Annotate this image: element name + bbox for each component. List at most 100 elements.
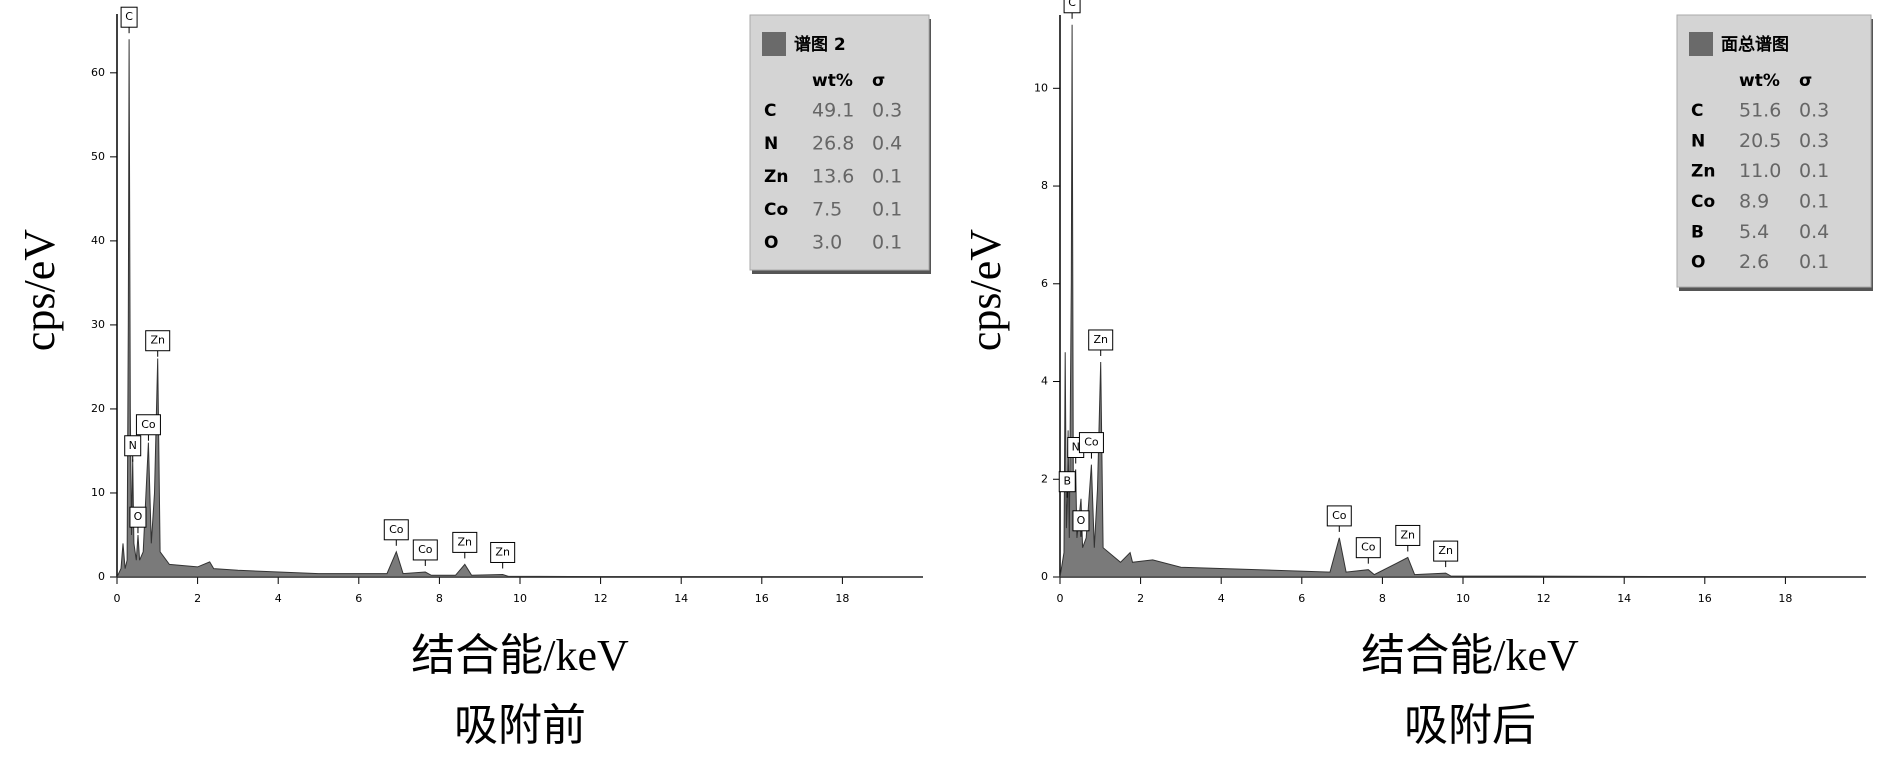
table-cell: 0.1: [872, 166, 902, 188]
x-tick-label: 12: [594, 592, 608, 605]
x-tick-label: 6: [1298, 592, 1305, 605]
legend-title: 面总谱图: [1721, 34, 1789, 55]
element-label: B: [1691, 222, 1704, 242]
table-cell: 5.4: [1739, 221, 1769, 243]
x-tick-label: 18: [835, 592, 849, 605]
peak-label: N: [1072, 440, 1080, 453]
x-tick-label: 10: [1456, 592, 1470, 605]
table-cell: 20.5: [1739, 130, 1781, 152]
x-tick-label: 4: [1218, 592, 1225, 605]
x-tick-label: 16: [755, 592, 769, 605]
peak-label-box: [1063, 0, 1081, 14]
element-label: O: [764, 233, 778, 253]
legend-title: 谱图 2: [794, 34, 846, 55]
peak-label: Zn: [1401, 528, 1416, 541]
table-cell: 0.1: [872, 232, 902, 254]
y-tick-label: 20: [91, 402, 105, 415]
x-tick-label: 10: [513, 592, 527, 605]
x-axis-label: 结合能/keV: [1361, 631, 1579, 680]
x-tick-label: 0: [1057, 592, 1064, 605]
table-cell: 7.5: [812, 199, 842, 221]
table-cell: 0.4: [1799, 221, 1829, 243]
peak-label: Co: [1361, 541, 1376, 554]
table-cell: 0.3: [872, 100, 902, 122]
legend-swatch: [1689, 32, 1713, 56]
y-tick-label: 50: [91, 150, 105, 163]
peak-label: N: [129, 439, 137, 452]
legend-box: [1676, 14, 1872, 288]
table-cell: 49.1: [812, 100, 854, 122]
peak-label: O: [1077, 514, 1086, 527]
peak-label: Zn: [1093, 333, 1108, 346]
table-cell: 0.1: [872, 199, 902, 221]
element-label: Co: [764, 200, 788, 220]
y-tick-label: 8: [1041, 179, 1048, 192]
table-cell: 11.0: [1739, 160, 1781, 182]
peak-label: B: [1063, 475, 1071, 488]
element-label: Zn: [1691, 162, 1715, 182]
table-cell: 3.0: [812, 232, 842, 254]
y-tick-label: 4: [1041, 375, 1048, 388]
x-tick-label: 4: [275, 592, 282, 605]
x-tick-label: 8: [1379, 592, 1386, 605]
peak-label: Co: [1332, 509, 1347, 522]
table-cell: 0.4: [872, 133, 902, 155]
column-header: wt%: [1739, 71, 1780, 91]
peak-label: C: [125, 10, 133, 23]
peak-label: Zn: [495, 545, 510, 558]
table-cell: 51.6: [1739, 100, 1781, 122]
table-cell: 26.8: [812, 133, 854, 155]
column-header: wt%: [812, 71, 853, 91]
y-tick-label: 6: [1041, 277, 1048, 290]
table-cell: 2.6: [1739, 251, 1769, 273]
y-tick-label: 10: [91, 486, 105, 499]
caption: 吸附前: [454, 701, 586, 750]
element-label: Zn: [764, 167, 788, 187]
column-header: σ: [872, 71, 885, 91]
peak-label: Co: [1084, 436, 1099, 449]
x-tick-label: 2: [1137, 592, 1144, 605]
y-tick-label: 30: [91, 318, 105, 331]
peak-label: Co: [141, 418, 156, 431]
peak-label: Co: [418, 543, 433, 556]
peak-label: Zn: [458, 535, 473, 548]
y-tick-label: 0: [1041, 570, 1048, 583]
x-tick-label: 16: [1698, 592, 1712, 605]
y-tick-label: 2: [1041, 472, 1048, 485]
peak-label: Co: [389, 523, 404, 536]
x-tick-label: 0: [114, 592, 121, 605]
table-cell: 0.1: [1799, 251, 1829, 273]
column-header: σ: [1799, 71, 1812, 91]
peak-label: Zn: [150, 334, 165, 347]
table-cell: 13.6: [812, 166, 854, 188]
table-cell: 8.9: [1739, 191, 1769, 213]
x-tick-label: 18: [1778, 592, 1792, 605]
element-label: N: [1691, 131, 1705, 151]
peak-label: C: [1068, 0, 1076, 9]
peak-label-box: [1072, 510, 1090, 532]
y-tick-label: 60: [91, 66, 105, 79]
y-tick-label: 0: [98, 570, 105, 583]
element-label: Co: [1691, 192, 1715, 212]
element-label: C: [764, 101, 776, 121]
table-cell: 0.1: [1799, 191, 1829, 213]
table-cell: 0.3: [1799, 100, 1829, 122]
peak-label: Zn: [1438, 544, 1453, 557]
caption: 吸附后: [1404, 701, 1536, 750]
table-cell: 0.1: [1799, 160, 1829, 182]
x-tick-label: 8: [436, 592, 443, 605]
spectrum: [1059, 24, 1867, 578]
y-tick-label: 10: [1034, 81, 1048, 94]
y-axis-label: cps/eV: [15, 229, 64, 351]
table-cell: 0.3: [1799, 130, 1829, 152]
element-label: C: [1691, 101, 1703, 121]
x-tick-label: 14: [1617, 592, 1631, 605]
element-label: N: [764, 134, 778, 154]
peak-label: O: [134, 510, 143, 523]
spectrum: [116, 39, 924, 578]
y-axis-label: cps/eV: [961, 229, 1010, 351]
x-tick-label: 12: [1537, 592, 1551, 605]
peak-label-box: [129, 506, 147, 528]
legend-swatch: [762, 32, 786, 56]
